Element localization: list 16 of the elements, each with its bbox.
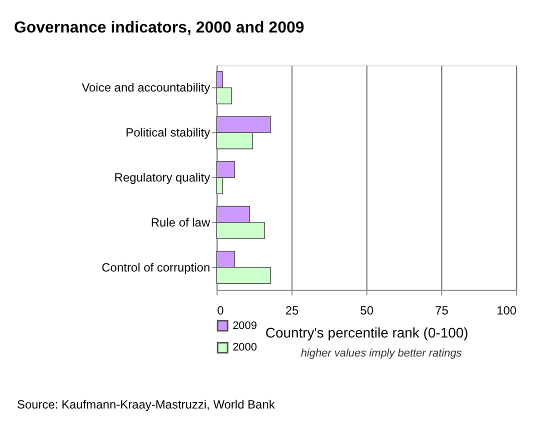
x-axis-title: Country's percentile rank (0-100)	[265, 324, 468, 340]
y-tick-label: Regulatory quality	[114, 170, 210, 185]
y-tick-label: Control of corruption	[102, 260, 210, 274]
y-tick-label: Rule of law	[150, 215, 210, 230]
legend-label: 2009	[232, 320, 257, 332]
chart-title: Governance indicators, 2000 and 2009	[14, 19, 304, 36]
text: higher values imply better ratings	[300, 348, 462, 360]
y-tick-label: Voice and accountability	[82, 80, 210, 95]
x-tick-label: 100	[496, 303, 517, 318]
x-tick-label: 50	[360, 303, 374, 318]
y-tick-label: Political stability	[126, 126, 210, 140]
x-tick-label: 25	[285, 303, 299, 318]
x-tick-label: 75	[435, 303, 449, 318]
legend-label: 2000	[232, 342, 257, 354]
x-tick-label: 0	[217, 303, 224, 318]
source-note: Source: Kaufmann-Kraay-Mastruzzi, World Bank	[16, 398, 275, 412]
